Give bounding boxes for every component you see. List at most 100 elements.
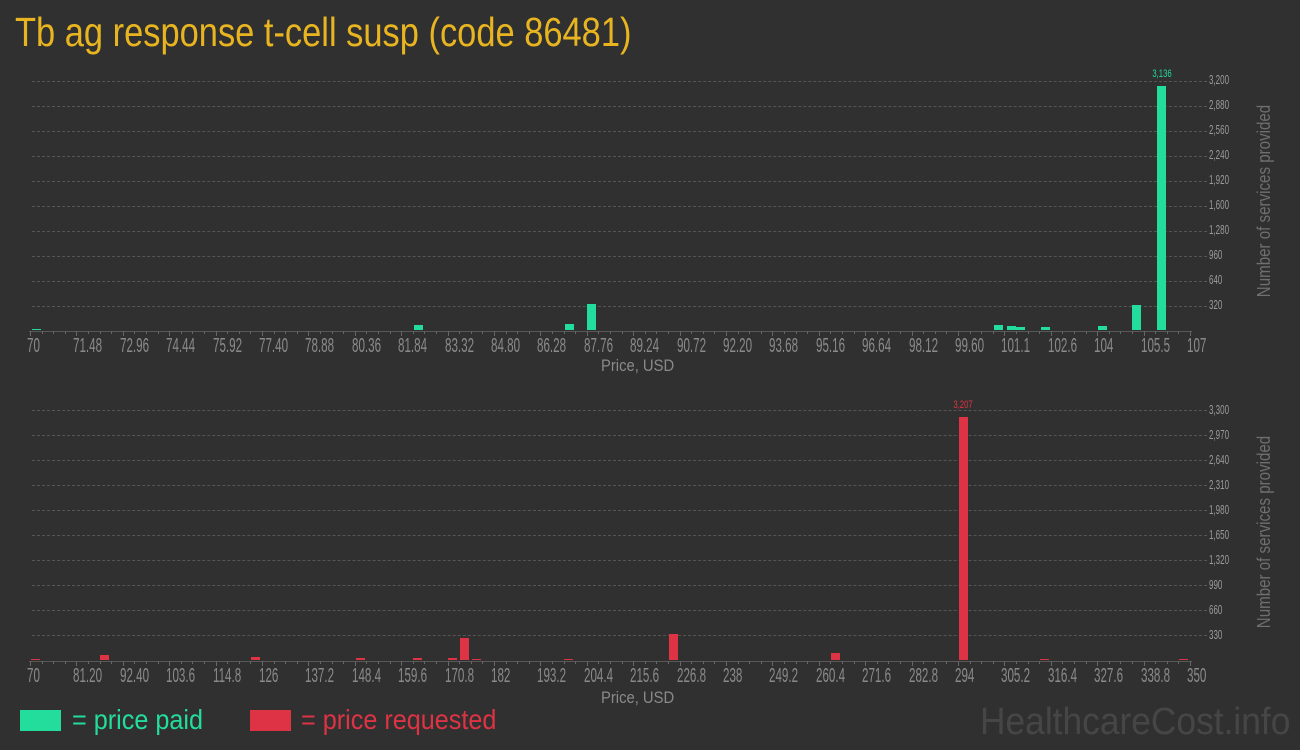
x-minor-tick-mark: [227, 331, 228, 334]
x-tick-mark: [819, 331, 820, 336]
y-tick-label: 960: [1209, 248, 1223, 263]
y-gridline: [32, 535, 1207, 536]
x-minor-tick-mark: [645, 661, 646, 664]
bar-price-requested: [100, 654, 110, 661]
x-minor-tick-mark: [645, 331, 646, 334]
x-tick-mark: [76, 331, 77, 336]
x-minor-tick-mark: [181, 331, 182, 334]
x-minor-tick-mark: [1167, 661, 1168, 664]
x-minor-tick-mark: [390, 661, 391, 664]
x-tick-label: 193.2: [537, 665, 567, 687]
x-tick-mark: [448, 331, 449, 336]
x-tick-label: 84.80: [491, 335, 521, 357]
x-tick-mark: [1097, 331, 1098, 336]
x-minor-tick-mark: [42, 331, 43, 334]
x-minor-tick-mark: [88, 661, 89, 664]
x-minor-tick-mark: [1074, 661, 1075, 664]
x-minor-tick-mark: [668, 661, 669, 664]
x-tick-label: 104: [1094, 335, 1114, 357]
x-tick-label: 226.8: [676, 665, 706, 687]
x-tick-label: 90.72: [676, 335, 706, 357]
x-minor-tick-mark: [656, 661, 657, 664]
x-minor-tick-mark: [598, 661, 599, 664]
bar-price-requested: [564, 658, 574, 661]
x-tick-mark: [262, 331, 263, 336]
x-tick-label: 148.4: [351, 665, 381, 687]
x-minor-tick-mark: [749, 661, 750, 664]
bar-price-paid: [1132, 304, 1142, 331]
x-tick-mark: [819, 661, 820, 666]
x-tick-mark: [633, 331, 634, 336]
bar-price-requested: [1178, 658, 1188, 661]
x-tick-label: 87.76: [583, 335, 613, 357]
legend-swatch-paid: [20, 710, 61, 731]
x-minor-tick-mark: [1120, 331, 1121, 334]
x-minor-tick-mark: [239, 331, 240, 334]
x-tick-mark: [1144, 661, 1145, 666]
x-minor-tick-mark: [703, 331, 704, 334]
bar-price-requested: [1040, 658, 1050, 661]
x-minor-tick-mark: [714, 661, 715, 664]
x-minor-tick-mark: [610, 661, 611, 664]
y-tick-label: 330: [1209, 628, 1223, 643]
x-minor-tick-mark: [691, 661, 692, 664]
y-tick-label: 640: [1209, 273, 1223, 288]
x-tick-label: 83.32: [444, 335, 474, 357]
x-minor-tick-mark: [529, 331, 530, 334]
legend-label-paid: = price paid: [72, 704, 203, 735]
x-minor-tick-mark: [842, 331, 843, 334]
x-tick-label: 260.4: [815, 665, 845, 687]
x-tick-mark: [1004, 661, 1005, 666]
x-minor-tick-mark: [946, 661, 947, 664]
x-minor-tick-mark: [204, 331, 205, 334]
x-minor-tick-mark: [552, 661, 553, 664]
x-minor-tick-mark: [888, 331, 889, 334]
y-gridline: [32, 435, 1207, 436]
x-minor-tick-mark: [1074, 331, 1075, 334]
x-minor-tick-mark: [610, 331, 611, 334]
x-tick-label: 71.48: [73, 335, 103, 357]
x-minor-tick-mark: [1109, 661, 1110, 664]
x-minor-tick-mark: [714, 331, 715, 334]
x-minor-tick-mark: [1120, 661, 1121, 664]
x-tick-label: 102.6: [1047, 335, 1077, 357]
x-tick-mark: [958, 661, 959, 666]
bar-price-requested: [250, 656, 260, 661]
x-minor-tick-mark: [1039, 331, 1040, 334]
bar-price-requested: [448, 657, 458, 661]
x-tick-mark: [912, 661, 913, 666]
x-minor-tick-mark: [459, 331, 460, 334]
x-tick-label: 99.60: [955, 335, 985, 357]
x-tick-label: 92.40: [119, 665, 149, 687]
x-minor-tick-mark: [192, 331, 193, 334]
bar-price-requested: [830, 652, 840, 661]
x-tick-mark: [169, 661, 170, 666]
x-minor-tick-mark: [761, 331, 762, 334]
x-minor-tick-mark: [134, 661, 135, 664]
x-minor-tick-mark: [471, 331, 472, 334]
x-tick-mark: [772, 661, 773, 666]
y-tick-label: 1,920: [1209, 173, 1230, 188]
bar-price-paid: [1006, 326, 1016, 331]
bar-price-paid: [1097, 325, 1107, 331]
x-tick-mark: [262, 661, 263, 666]
x-tick-label: 137.2: [305, 665, 335, 687]
bar-price-requested: [413, 657, 423, 661]
x-minor-tick-mark: [830, 331, 831, 334]
y-tick-label: 1,600: [1209, 198, 1230, 213]
x-minor-tick-mark: [378, 661, 379, 664]
x-tick-mark: [772, 331, 773, 336]
x-tick-mark: [912, 331, 913, 336]
x-minor-tick-mark: [935, 661, 936, 664]
bar-value-label: 3,207: [953, 399, 974, 412]
x-tick-label: 271.6: [862, 665, 892, 687]
x-axis-title: Price, USD: [601, 688, 675, 707]
x-tick-mark: [30, 331, 31, 336]
bar-price-requested: [471, 658, 481, 661]
x-minor-tick-mark: [482, 661, 483, 664]
x-minor-tick-mark: [923, 331, 924, 334]
x-tick-label: 126: [259, 665, 279, 687]
bar-price-paid: [586, 303, 596, 331]
x-tick-mark: [680, 331, 681, 336]
y-gridline: [32, 585, 1207, 586]
